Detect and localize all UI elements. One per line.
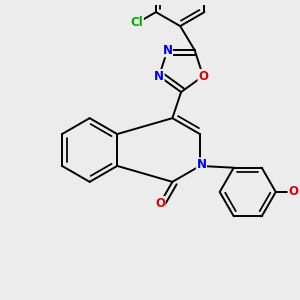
Text: N: N: [163, 44, 172, 57]
Text: O: O: [288, 185, 298, 199]
Text: O: O: [155, 197, 165, 210]
Text: Cl: Cl: [130, 16, 143, 29]
Text: N: N: [196, 158, 206, 171]
Text: O: O: [198, 70, 208, 83]
Text: N: N: [154, 70, 164, 83]
